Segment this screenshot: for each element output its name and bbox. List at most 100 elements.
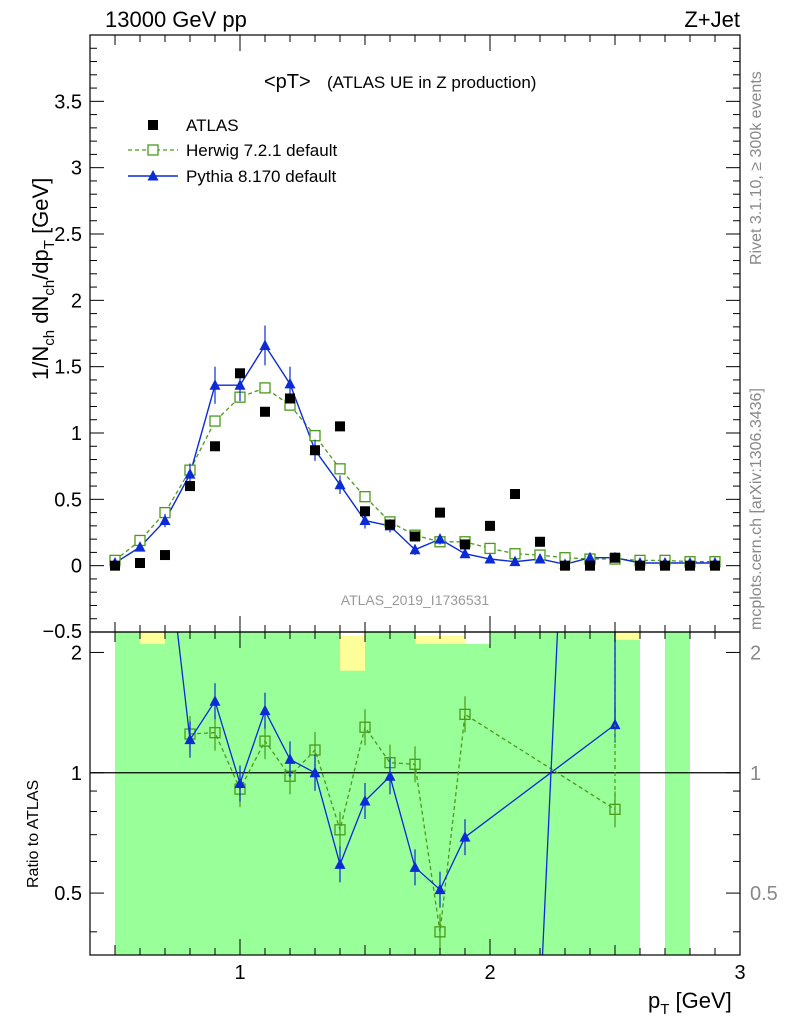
atlas-marker bbox=[360, 506, 370, 517]
legend: ATLAS Herwig 7.2.1 default Pythia 8.170 de… bbox=[128, 116, 337, 186]
ratio-band-green bbox=[190, 632, 215, 955]
ratio-marker-pythia bbox=[334, 858, 346, 869]
pythia-marker bbox=[334, 478, 346, 490]
ratio-marker-pythia bbox=[284, 753, 296, 764]
main-y-tick-label: −0.5 bbox=[43, 621, 82, 643]
ratio-band-green bbox=[615, 639, 640, 955]
legend-label: Herwig 7.2.1 default bbox=[186, 141, 337, 160]
ratio-offscale-segment bbox=[541, 631, 559, 956]
atlas-marker bbox=[210, 441, 220, 452]
herwig-marker bbox=[334, 463, 346, 475]
pythia-marker bbox=[459, 547, 471, 559]
pythia-marker bbox=[209, 379, 221, 390]
herwig-marker bbox=[259, 382, 271, 394]
rivet-version-text: Rivet 3.1.10, ≥ 300k events bbox=[748, 71, 765, 265]
atlas-marker bbox=[610, 552, 620, 563]
ratio-marker-pythia bbox=[409, 861, 421, 872]
ratio-band-green bbox=[365, 632, 390, 955]
atlas-marker bbox=[635, 560, 645, 571]
ratio-marker-pythia bbox=[234, 777, 246, 789]
ratio-marker-herwig bbox=[434, 926, 446, 938]
analysis-watermark: ATLAS_2019_I1736531 bbox=[341, 592, 490, 608]
atlas-marker bbox=[460, 539, 470, 550]
ylabel-sub-ch-2: ch bbox=[41, 280, 58, 296]
ratio-band-green bbox=[140, 643, 165, 955]
main-y-tick-label: 0.5 bbox=[54, 489, 82, 511]
main-plot-area: ATLAS Herwig 7.2.1 default Pythia 8.170 de… bbox=[109, 116, 721, 571]
atlas-marker bbox=[335, 421, 345, 432]
pythia-marker bbox=[484, 553, 496, 564]
ratio-marker-herwig bbox=[459, 708, 471, 721]
main-y-tick-label: 1.5 bbox=[54, 357, 82, 379]
ylabel-part-1: 1/N bbox=[28, 346, 53, 380]
ratio-y-tick-label: 1 bbox=[71, 763, 82, 785]
ratio-y-tick-label-right: 2 bbox=[750, 642, 761, 664]
ratio-band-green bbox=[440, 643, 465, 955]
atlas-marker bbox=[310, 445, 320, 456]
atlas-marker bbox=[285, 393, 295, 404]
xlabel-sub-t: T bbox=[660, 1001, 669, 1018]
ratio-band-green bbox=[515, 632, 540, 955]
legend-pythia-marker bbox=[147, 170, 159, 181]
ratio-band-green bbox=[465, 643, 490, 955]
pythia-marker bbox=[359, 514, 371, 526]
herwig-marker bbox=[484, 542, 496, 555]
atlas-marker bbox=[660, 560, 670, 571]
atlas-marker bbox=[585, 560, 595, 571]
atlas-marker bbox=[435, 507, 445, 518]
legend-label: Pythia 8.170 default bbox=[186, 167, 337, 186]
pythia-marker bbox=[184, 468, 196, 479]
x-axis-label: pT [GeV] bbox=[648, 988, 732, 1018]
atlas-marker bbox=[410, 531, 420, 542]
ratio-band-green bbox=[115, 632, 140, 955]
ratio-marker-pythia bbox=[384, 770, 396, 781]
pythia-marker bbox=[259, 339, 271, 350]
atlas-marker bbox=[685, 560, 695, 571]
atlas-marker bbox=[160, 550, 170, 561]
ratio-y-tick-label: 2 bbox=[71, 642, 82, 664]
x-tick-label: 1 bbox=[234, 962, 245, 984]
ratio-marker-pythia bbox=[259, 704, 271, 716]
x-tick-label: 3 bbox=[734, 962, 745, 984]
atlas-marker bbox=[110, 560, 120, 571]
ylabel-sub-ch-1: ch bbox=[41, 330, 58, 346]
atlas-marker bbox=[260, 406, 270, 417]
plot-title-sub: (ATLAS UE in Z production) bbox=[327, 73, 536, 92]
ratio-band-green bbox=[565, 632, 590, 955]
atlas-marker bbox=[385, 519, 395, 530]
ratio-marker-herwig bbox=[334, 824, 346, 836]
ratio-y-tick-label-right: 1 bbox=[750, 763, 761, 785]
ratio-band-green bbox=[340, 670, 365, 955]
ratio-band-green bbox=[665, 632, 690, 955]
ratio-band-green bbox=[165, 632, 190, 955]
ratio-band-green bbox=[540, 632, 565, 955]
ratio-offscale-segment bbox=[176, 631, 191, 740]
pythia-marker bbox=[284, 377, 296, 389]
pythia-marker bbox=[434, 533, 446, 544]
ratio-ylabel: Ratio to ATLAS bbox=[25, 780, 42, 888]
ratio-marker-pythia bbox=[434, 883, 446, 895]
pythia-marker bbox=[409, 543, 421, 555]
ratio-marker-herwig bbox=[409, 758, 421, 770]
x-tick-label: 2 bbox=[484, 962, 495, 984]
main-y-tick-label: 2 bbox=[71, 290, 82, 312]
ylabel-part-4: [GeV] bbox=[28, 178, 53, 240]
main-ylabel: 1/Nch dNch/dpT [GeV] bbox=[28, 178, 58, 380]
ratio-band-green bbox=[590, 632, 615, 955]
ratio-band-green bbox=[390, 632, 415, 955]
pythia-marker bbox=[134, 541, 146, 552]
pythia-marker bbox=[534, 553, 546, 564]
atlas-marker bbox=[535, 536, 545, 547]
ylabel-part-2: dN bbox=[28, 296, 53, 330]
ratio-marker-pythia bbox=[309, 766, 321, 778]
legend-atlas-marker bbox=[148, 120, 158, 130]
ratio-y-tick-label: 0.5 bbox=[54, 883, 82, 905]
ratio-plot-area bbox=[90, 631, 740, 956]
header-right: Z+Jet bbox=[684, 7, 740, 32]
legend-label: ATLAS bbox=[186, 116, 239, 135]
xlabel-unit: [GeV] bbox=[669, 988, 731, 1013]
pythia-marker bbox=[234, 379, 246, 390]
herwig-marker bbox=[209, 415, 221, 427]
atlas-marker bbox=[485, 520, 495, 531]
atlas-marker bbox=[135, 558, 145, 569]
